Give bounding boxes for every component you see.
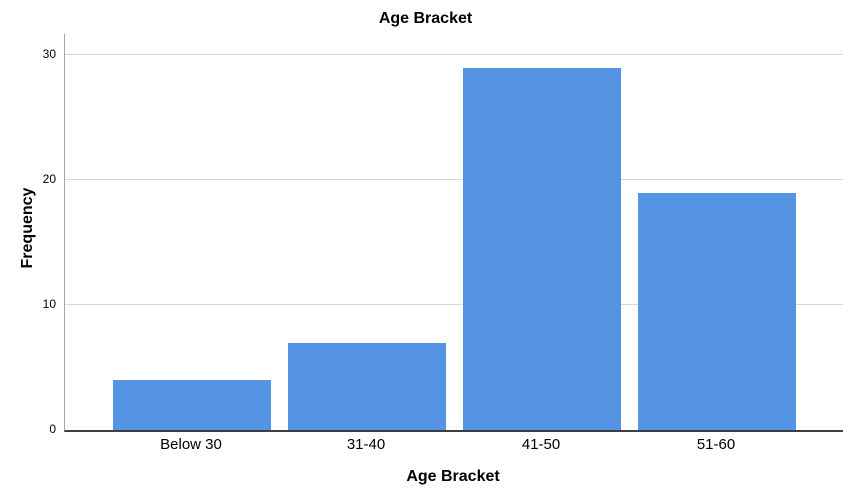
y-tick-label: 30 <box>42 47 56 61</box>
x-category-label: Below 30 <box>160 436 222 453</box>
bar <box>463 67 621 430</box>
bar <box>113 380 271 430</box>
chart-title: Age Bracket <box>378 10 473 27</box>
gridline-20 <box>65 179 843 180</box>
y-tick-label: 20 <box>42 172 56 186</box>
x-category-label: 51-60 <box>696 436 736 453</box>
bar <box>288 342 446 430</box>
gridline-30 <box>65 54 843 55</box>
x-category-label: 41-50 <box>521 436 561 453</box>
y-tick-label: 0 <box>49 422 56 436</box>
x-axis-title: Age Bracket <box>406 468 500 485</box>
bar <box>638 192 796 430</box>
y-tick-label: 10 <box>42 297 56 311</box>
y-axis-title: Frequency <box>19 187 36 269</box>
x-category-label: 31-40 <box>346 436 386 453</box>
plot-area <box>64 34 843 432</box>
gridline-10 <box>65 304 843 305</box>
